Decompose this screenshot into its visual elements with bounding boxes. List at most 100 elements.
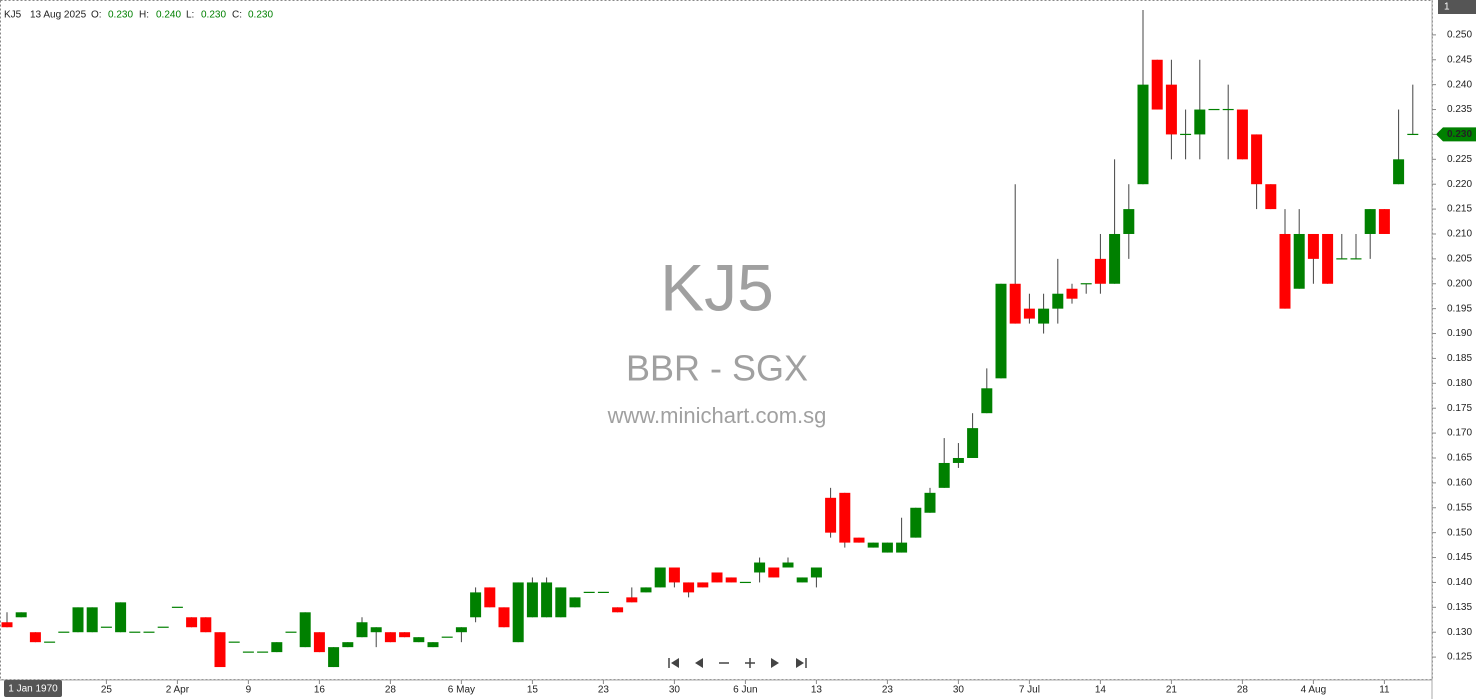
candle-body xyxy=(1023,308,1035,319)
candle-body xyxy=(981,388,993,414)
candle-body xyxy=(86,607,98,633)
header-date: 13 Aug 2025 xyxy=(30,10,87,21)
candle-body xyxy=(697,582,709,588)
nav-first[interactable] xyxy=(668,658,679,668)
candle-body xyxy=(356,622,368,638)
candle-body xyxy=(342,642,354,648)
candle-body xyxy=(1066,288,1078,299)
header-high-label: H: xyxy=(139,10,149,21)
candle-body xyxy=(1,622,13,628)
time-label: 1 Jan 1970 xyxy=(8,684,58,695)
candle-body xyxy=(413,637,425,643)
candle-body xyxy=(1038,308,1050,324)
nav-next[interactable] xyxy=(771,658,779,668)
candle-body xyxy=(640,587,652,593)
y-tick-label: 0.190 xyxy=(1447,328,1472,339)
x-tick-label: 23 xyxy=(882,685,894,696)
header-low: 0.230 xyxy=(201,10,226,21)
y-tick-label: 0.140 xyxy=(1447,577,1472,588)
candle-body xyxy=(754,562,766,573)
candle-body xyxy=(825,497,837,533)
plot-border xyxy=(0,0,1433,680)
header: KJ5 13 Aug 2025 O: 0.230 H: 0.240 L: 0.2… xyxy=(4,10,273,21)
candle-body xyxy=(768,567,780,578)
y-tick-label: 0.250 xyxy=(1447,30,1472,41)
x-tick-label: 4 Aug xyxy=(1301,685,1327,696)
y-tick-label: 0.130 xyxy=(1447,627,1472,638)
candle-body xyxy=(896,542,908,553)
watermark: KJ5 BBR - SGX www.minichart.com.sg xyxy=(607,250,827,427)
candle-body xyxy=(683,582,695,593)
nav-prev[interactable] xyxy=(695,658,703,668)
x-tick-label: 11 xyxy=(1379,685,1390,696)
y-tick-label: 0.125 xyxy=(1447,652,1472,663)
candle-body xyxy=(910,507,922,538)
header-symbol: KJ5 xyxy=(4,10,22,21)
candle-body xyxy=(1364,209,1376,234)
y-tick-label: 0.205 xyxy=(1447,254,1472,265)
candle-body xyxy=(782,562,794,568)
x-tick-label: 28 xyxy=(385,685,397,696)
watermark-exchange: BBR - SGX xyxy=(626,348,808,389)
candle-body xyxy=(1393,159,1405,185)
header-low-label: L: xyxy=(186,10,194,21)
x-tick-label: 28 xyxy=(1237,685,1249,696)
header-open: 0.230 xyxy=(108,10,133,21)
header-high: 0.240 xyxy=(156,10,181,21)
candle-body xyxy=(498,607,510,628)
candle-body xyxy=(200,617,212,633)
last-price-label: 0.230 xyxy=(1447,129,1472,140)
candle-body xyxy=(29,632,41,643)
candle-body xyxy=(796,577,808,583)
candle-body xyxy=(711,572,723,583)
x-tick-label: 6 Jun xyxy=(733,685,757,696)
candle-body xyxy=(455,627,467,633)
x-tick-label: 23 xyxy=(598,685,610,696)
nav-last[interactable] xyxy=(796,658,807,668)
candle-body xyxy=(1279,233,1291,309)
candle-body xyxy=(186,617,198,628)
candle-body xyxy=(867,542,879,548)
candle-body xyxy=(967,428,979,458)
watermark-symbol: KJ5 xyxy=(660,250,774,324)
corner-badge xyxy=(1438,0,1476,14)
last-price-tag xyxy=(1436,127,1476,142)
y-tick-label: 0.185 xyxy=(1447,353,1472,364)
y-tick-label: 0.150 xyxy=(1447,527,1472,538)
candle-body xyxy=(1251,134,1263,185)
candle-body xyxy=(72,607,84,633)
y-tick-label: 0.225 xyxy=(1447,154,1472,165)
y-tick-label: 0.200 xyxy=(1447,278,1472,289)
candle-body xyxy=(810,567,822,578)
x-tick-label: 2 Apr xyxy=(166,685,190,696)
x-tick-label: 30 xyxy=(669,685,681,696)
x-tick-label: 30 xyxy=(953,685,965,696)
candle-body xyxy=(1151,59,1163,110)
x-tick-label: 15 xyxy=(527,685,539,696)
x-tick-label: 25 xyxy=(101,685,113,696)
candle-body xyxy=(512,582,524,643)
candle-body xyxy=(725,577,737,583)
candle-body xyxy=(313,632,325,653)
candle-body xyxy=(328,647,340,668)
x-tick-label: 14 xyxy=(1095,685,1107,696)
candle-body xyxy=(370,627,382,633)
candle-body xyxy=(115,602,127,633)
candle-body xyxy=(1123,209,1135,234)
candle-body xyxy=(470,592,482,618)
y-tick-label: 0.180 xyxy=(1447,378,1472,389)
candle-body xyxy=(399,632,411,638)
watermark-site: www.minichart.com.sg xyxy=(607,403,827,428)
y-tick-label: 0.160 xyxy=(1447,478,1472,489)
candle-body xyxy=(1194,109,1206,135)
candle-body xyxy=(938,462,950,488)
candle-body xyxy=(1265,184,1277,210)
candle-body xyxy=(612,607,624,613)
candle-body xyxy=(1094,258,1106,284)
candle-body xyxy=(1009,283,1021,324)
candle-body xyxy=(1052,293,1064,309)
nav-zoom-in[interactable] xyxy=(745,658,755,668)
candle-body xyxy=(654,567,666,588)
candle-body xyxy=(668,567,680,583)
